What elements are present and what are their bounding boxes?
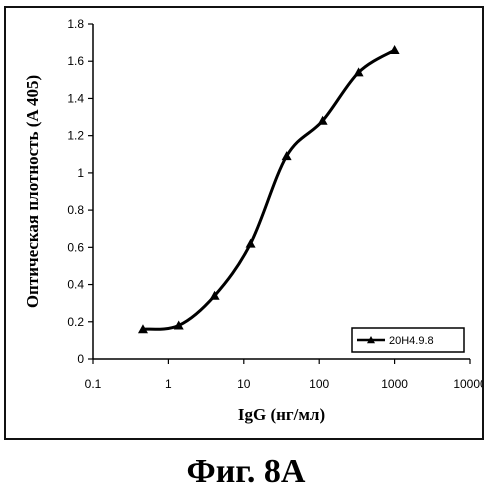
x-axis-title: IgG (нг/мл) bbox=[238, 405, 325, 424]
y-axis-ticks: 0 0.2 0.4 0.6 0.8 1 1.2 1.4 1.6 1.8 bbox=[67, 17, 93, 366]
data-point-marker bbox=[390, 45, 400, 54]
y-tick-label: 1.6 bbox=[67, 54, 84, 68]
y-tick-label: 0.6 bbox=[67, 240, 84, 254]
series-group bbox=[138, 45, 400, 333]
figure-frame: 0 0.2 0.4 0.6 0.8 1 1.2 1.4 1.6 1.8 0.1 1 10 100 1000… bbox=[4, 6, 484, 440]
y-tick-label: 1 bbox=[77, 166, 84, 180]
legend: 20H4.9.8 bbox=[352, 328, 464, 352]
y-tick-label: 0 bbox=[77, 352, 84, 366]
y-tick-label: 0.4 bbox=[67, 278, 84, 292]
y-axis-title: Оптическая плотность (A 405) bbox=[23, 75, 42, 308]
x-tick-label: 0.1 bbox=[85, 377, 102, 391]
y-tick-label: 0.2 bbox=[67, 315, 84, 329]
x-axis-ticks: 0.1 1 10 100 1000 10000 bbox=[85, 359, 482, 391]
data-point-marker bbox=[246, 239, 256, 248]
y-tick-label: 1.2 bbox=[67, 129, 84, 143]
x-tick-label: 10 bbox=[237, 377, 251, 391]
axes bbox=[93, 24, 470, 359]
figure-caption: Фиг. 8A bbox=[0, 452, 492, 492]
x-tick-label: 100 bbox=[309, 377, 329, 391]
y-tick-label: 1.8 bbox=[67, 17, 84, 31]
y-tick-label: 1.4 bbox=[67, 91, 84, 105]
series-line bbox=[143, 50, 395, 329]
x-tick-label: 1 bbox=[165, 377, 172, 391]
y-tick-label: 0.8 bbox=[67, 203, 84, 217]
legend-label: 20H4.9.8 bbox=[389, 335, 434, 347]
x-tick-label: 10000 bbox=[453, 377, 482, 391]
x-tick-label: 1000 bbox=[381, 377, 408, 391]
plot-area: 0 0.2 0.4 0.6 0.8 1 1.2 1.4 1.6 1.8 0.1 1 10 100 1000… bbox=[6, 8, 482, 438]
